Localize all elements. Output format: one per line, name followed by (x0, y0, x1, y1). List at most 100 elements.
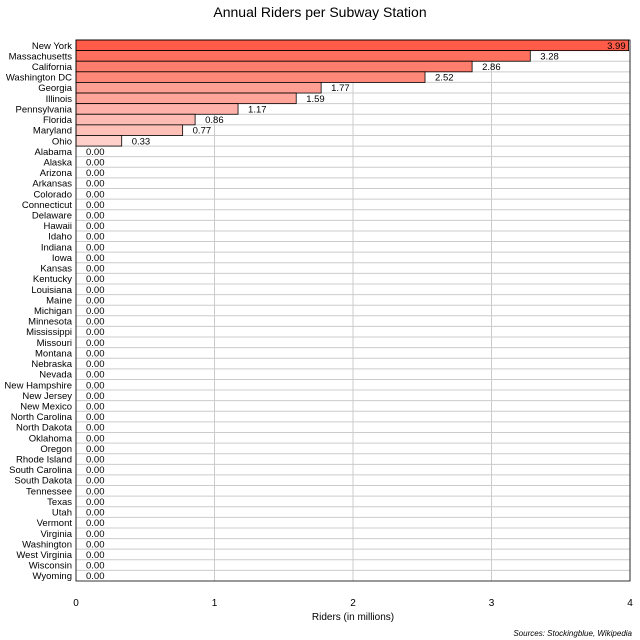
plot-area-frame (75, 39, 631, 582)
category-label: Wyoming (32, 571, 72, 582)
category-label: Nebraska (31, 359, 72, 370)
data-label: 0.00 (86, 348, 105, 359)
category-label: New Hampshire (4, 380, 72, 391)
data-label: 0.00 (86, 359, 105, 370)
x-axis-label: Riders (in millions) (311, 612, 395, 623)
category-label: North Dakota (16, 423, 73, 434)
data-label: 0.00 (86, 412, 105, 423)
data-label: 1.59 (306, 94, 325, 105)
category-label: Kansas (40, 264, 72, 275)
data-label: 0.00 (86, 285, 105, 296)
data-label: 0.00 (86, 518, 105, 529)
data-label: 0.00 (86, 157, 105, 168)
data-label: 0.00 (86, 401, 105, 412)
category-label: Arizona (40, 168, 73, 179)
data-label: 0.00 (86, 295, 105, 306)
data-label: 0.00 (86, 189, 105, 200)
category-label: California (32, 62, 73, 73)
x-tick-label: 1 (212, 598, 218, 609)
data-label: 0.00 (86, 232, 105, 243)
category-label: Utah (52, 508, 72, 519)
bar (75, 124, 184, 136)
category-label: New Jersey (22, 391, 72, 402)
category-label: Hawaii (43, 221, 72, 232)
data-label: 0.00 (86, 486, 105, 497)
data-label: 0.00 (86, 391, 105, 402)
data-label: 0.00 (86, 571, 105, 582)
category-label: Kentucky (33, 274, 72, 285)
data-label: 1.77 (331, 83, 350, 94)
category-label: Tennessee (26, 486, 72, 497)
category-label: Michigan (34, 306, 72, 317)
data-label: 0.00 (86, 253, 105, 264)
data-label: 0.00 (86, 433, 105, 444)
x-tick-label: 3 (489, 598, 495, 609)
bar (75, 135, 123, 147)
data-label: 0.00 (86, 529, 105, 540)
data-label: 3.99 (607, 41, 626, 52)
category-label: South Dakota (14, 476, 72, 487)
data-label: 0.00 (86, 147, 105, 158)
data-label: 0.00 (86, 338, 105, 349)
data-label: 0.86 (205, 115, 224, 126)
x-tick-label: 4 (627, 598, 633, 609)
category-label: Connecticut (22, 200, 73, 211)
data-label: 1.17 (248, 104, 266, 115)
data-label: 0.00 (86, 179, 105, 190)
category-label: Massachusetts (9, 51, 73, 62)
category-label: Virginia (40, 529, 72, 540)
data-label: 0.00 (86, 508, 105, 519)
source-note: Sources: Stockingblue, Wikipedia (513, 629, 632, 638)
bar (75, 39, 630, 52)
bar (75, 50, 531, 62)
category-label: Illinois (46, 94, 73, 105)
category-label: Rhode Island (16, 455, 72, 466)
category-label: Nevada (39, 370, 72, 381)
category-label: Minnesota (28, 317, 73, 328)
bar (75, 113, 196, 126)
category-label: South Carolina (9, 465, 73, 476)
data-label: 0.77 (193, 126, 212, 137)
data-label: 0.00 (86, 200, 105, 211)
bar (75, 103, 239, 115)
category-label: Maryland (33, 126, 72, 137)
data-label: 0.00 (86, 455, 105, 466)
category-label: Georgia (38, 83, 73, 94)
category-label: Louisiana (31, 285, 72, 296)
data-label: 0.00 (86, 221, 105, 232)
data-label: 0.00 (86, 423, 105, 434)
category-label: New Mexico (20, 401, 72, 412)
data-label: 0.00 (86, 264, 105, 275)
data-label: 0.00 (86, 561, 105, 572)
bar (75, 82, 322, 94)
bar (75, 60, 473, 73)
category-label: Montana (35, 348, 73, 359)
data-label: 0.00 (86, 274, 105, 285)
category-label: Wisconsin (29, 561, 72, 572)
category-label: Oregon (40, 444, 72, 455)
bar (75, 71, 426, 83)
category-label: Florida (43, 115, 73, 126)
data-label: 0.00 (86, 497, 105, 508)
category-label: Mississippi (26, 327, 72, 338)
category-label: New York (32, 41, 72, 52)
label-layer: 0 1 2 3 4 New York 3.99 Massachusetts 3.28 Califo… (4, 41, 633, 609)
category-label: Ohio (52, 136, 72, 147)
category-label: Washington (22, 539, 72, 550)
category-label: West Virginia (16, 550, 72, 561)
x-tick-label: 2 (350, 598, 356, 609)
category-label: Indiana (41, 242, 73, 253)
data-label: 0.33 (132, 136, 151, 147)
category-label: Arkansas (32, 179, 72, 190)
category-label: Delaware (32, 211, 72, 222)
category-label: Washington DC (6, 73, 72, 84)
data-label: 2.52 (435, 73, 454, 84)
data-label: 0.00 (86, 550, 105, 561)
data-label: 0.00 (86, 476, 105, 487)
category-label: Colorado (33, 189, 72, 200)
data-label: 0.00 (86, 306, 105, 317)
data-label: 3.28 (540, 51, 559, 62)
category-label: Pennsylvania (15, 104, 72, 115)
data-label: 0.00 (86, 370, 105, 381)
category-label: Maine (46, 295, 72, 306)
